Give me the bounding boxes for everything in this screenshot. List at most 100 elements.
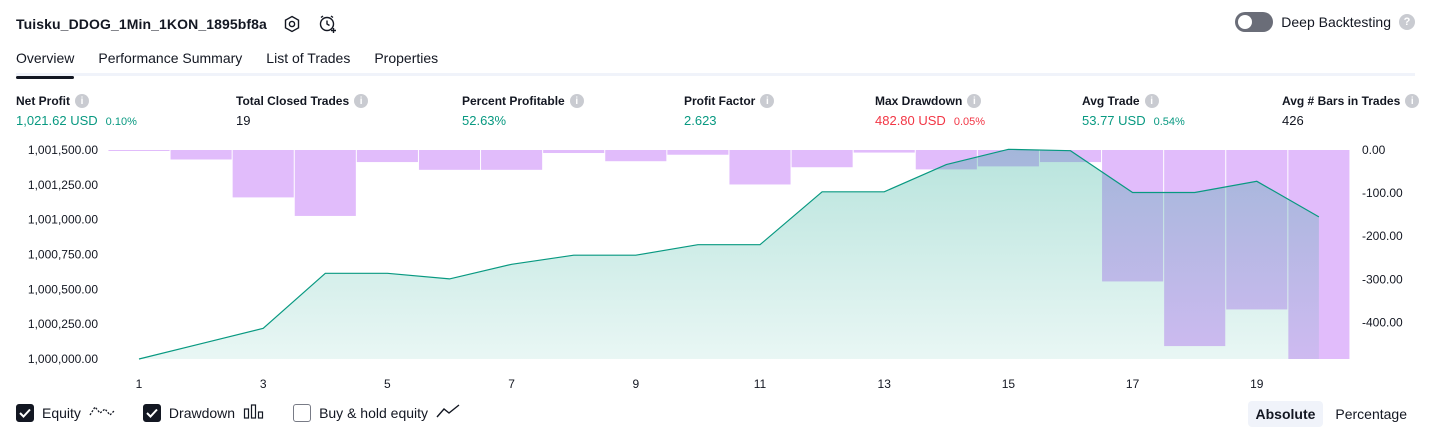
right-axis-tick-label: -100.00 xyxy=(1362,186,1403,200)
metric-label: Max Drawdown xyxy=(875,94,963,108)
metric-value: 426 xyxy=(1282,113,1304,128)
info-icon[interactable]: i xyxy=(1144,94,1159,108)
drawdown-bar xyxy=(108,150,170,151)
left-axis-tick-label: 1,001,250.00 xyxy=(28,178,98,192)
tab-overview[interactable]: Overview xyxy=(16,44,75,79)
x-axis-tick-label: 17 xyxy=(1126,377,1140,391)
legend-label: Drawdown xyxy=(168,404,236,421)
x-axis-tick-label: 11 xyxy=(754,377,767,391)
metric-value: 1,021.62 USD xyxy=(16,113,98,128)
metric-value: 2.623 xyxy=(684,113,717,128)
metric-label: Net Profit xyxy=(16,94,70,108)
metric-profit-factor: Profit Factor i 2.623 xyxy=(684,94,775,128)
metric-sub-value: 0.05% xyxy=(953,116,986,128)
info-icon[interactable]: i xyxy=(1405,94,1420,108)
x-axis-tick-label: 5 xyxy=(384,377,391,391)
info-icon[interactable]: i xyxy=(569,94,584,108)
legend-drawdown[interactable]: Drawdown xyxy=(142,403,265,422)
x-axis-tick-label: 1 xyxy=(136,377,143,391)
drawdown-bar xyxy=(543,150,605,154)
drawdown-bar xyxy=(356,150,418,163)
metric-value: 53.77 USD xyxy=(1082,113,1146,128)
equity-checkbox[interactable] xyxy=(16,403,34,422)
metric-max-drawdown: Max Drawdown i 482.80 USD 0.05% xyxy=(875,94,985,128)
legend-label: Buy & hold equity xyxy=(319,404,429,421)
metric-label: Total Closed Trades xyxy=(236,94,350,108)
equity-line-icon xyxy=(89,403,115,422)
metric-value: 482.80 USD xyxy=(875,113,946,128)
left-axis-tick-label: 1,000,750.00 xyxy=(28,248,98,262)
right-axis-tick-label: -200.00 xyxy=(1362,229,1403,243)
drawdown-bar xyxy=(729,150,791,185)
metric-label: Avg Trade xyxy=(1082,94,1140,108)
drawdown-bar xyxy=(605,150,667,162)
info-icon[interactable]: i xyxy=(75,94,89,108)
toggle-knob xyxy=(1238,15,1253,29)
settings-icon[interactable] xyxy=(281,13,303,35)
buy-hold-line-icon xyxy=(436,403,460,422)
metric-avg-bars-in-trades: Avg # Bars in Trades i 426 xyxy=(1282,94,1420,128)
equity-drawdown-chart: 1,001,500.00 1,001,250.00 1,001,000.00 1,00… xyxy=(28,143,1403,391)
left-axis-tick-label: 1,000,500.00 xyxy=(28,282,98,296)
help-icon[interactable]: ? xyxy=(1399,14,1415,30)
left-axis-tick-label: 1,000,250.00 xyxy=(28,317,98,331)
deep-backtesting-toggle[interactable] xyxy=(1235,12,1274,32)
info-icon[interactable]: i xyxy=(967,94,982,108)
metric-sub-value: 0.10% xyxy=(105,116,137,128)
tab-list-of-trades[interactable]: List of Trades xyxy=(266,50,351,66)
mode-percentage-button[interactable]: Percentage xyxy=(1335,406,1407,422)
metric-value: 19 xyxy=(236,113,251,128)
metric-net-profit: Net Profit i 1,021.62 USD 0.10% xyxy=(16,94,137,128)
drawdown-bar xyxy=(481,150,543,170)
drawdown-bar xyxy=(418,150,481,170)
drawdown-bar xyxy=(294,150,356,216)
metric-percent-profitable: Percent Profitable i 52.63% xyxy=(462,94,584,128)
drawdown-bar xyxy=(853,150,915,153)
metric-label: Avg # Bars in Trades xyxy=(1282,94,1401,108)
tab-performance-summary[interactable]: Performance Summary xyxy=(98,50,243,66)
info-icon[interactable]: i xyxy=(760,94,775,108)
left-axis-tick-label: 1,001,500.00 xyxy=(28,143,98,157)
left-axis-tick-label: 1,001,000.00 xyxy=(28,213,98,227)
x-axis-tick-label: 15 xyxy=(1002,377,1016,391)
legend-label: Equity xyxy=(42,404,81,421)
metric-total-closed-trades: Total Closed Trades i 19 xyxy=(236,94,369,128)
chart-legend: Equity Drawdown Buy & hold equity xyxy=(16,403,460,422)
metrics-row: Net Profit i 1,021.62 USD 0.10% Total Clos… xyxy=(0,94,1431,134)
deep-backtesting-label: Deep Backtesting xyxy=(1281,14,1391,30)
drawdown-bar xyxy=(232,150,294,198)
x-axis-tick-label: 13 xyxy=(878,377,892,391)
right-axis-tick-label: -400.00 xyxy=(1362,315,1403,329)
x-axis-tick-label: 9 xyxy=(632,377,639,391)
scale-mode-switch: Absolute Percentage xyxy=(1247,401,1416,427)
drawdown-checkbox[interactable] xyxy=(142,403,161,422)
right-axis-tick-label: 0.00 xyxy=(1362,143,1386,157)
drawdown-bar xyxy=(791,150,853,168)
legend-buy-hold-equity[interactable]: Buy & hold equity xyxy=(293,403,460,422)
buy-hold-checkbox[interactable] xyxy=(293,403,312,422)
x-axis-tick-label: 7 xyxy=(508,377,515,391)
mode-absolute-button[interactable]: Absolute xyxy=(1247,401,1324,427)
equity-area xyxy=(139,149,1319,359)
add-alert-icon[interactable] xyxy=(317,13,339,35)
drawdown-bars-icon xyxy=(243,403,265,422)
legend-equity[interactable]: Equity xyxy=(16,403,115,422)
info-icon[interactable]: i xyxy=(354,94,369,108)
tab-properties[interactable]: Properties xyxy=(374,50,439,66)
metric-label: Percent Profitable xyxy=(462,94,565,108)
right-axis-tick-label: -300.00 xyxy=(1362,272,1403,286)
metric-label: Profit Factor xyxy=(684,94,756,108)
equity-line xyxy=(138,148,1320,360)
strategy-name: Tuisku_DDOG_1Min_1KON_1895bf8a xyxy=(16,16,267,32)
strategy-header: Tuisku_DDOG_1Min_1KON_1895bf8a xyxy=(16,10,339,38)
metric-value: 52.63% xyxy=(462,113,507,128)
x-axis-tick-label: 3 xyxy=(260,377,267,391)
left-axis-tick-label: 1,000,000.00 xyxy=(28,352,98,366)
drawdown-bar xyxy=(667,150,729,155)
metric-sub-value: 0.54% xyxy=(1153,116,1185,128)
drawdown-bar xyxy=(170,150,232,160)
deep-backtesting-control: Deep Backtesting ? xyxy=(1235,12,1415,32)
report-tabs: Overview Performance Summary List of Tra… xyxy=(16,44,1415,79)
metric-avg-trade: Avg Trade i 53.77 USD 0.54% xyxy=(1082,94,1185,128)
x-axis-tick-label: 19 xyxy=(1250,377,1264,391)
